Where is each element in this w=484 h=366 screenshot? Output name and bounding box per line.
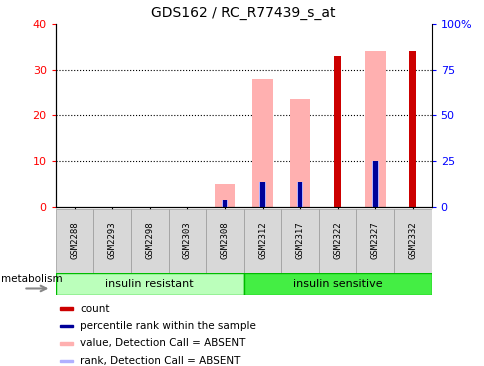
Bar xyxy=(60,342,73,345)
Text: rank, Detection Call = ABSENT: rank, Detection Call = ABSENT xyxy=(80,356,240,366)
Bar xyxy=(56,209,93,273)
Text: GSM2317: GSM2317 xyxy=(295,222,304,259)
Bar xyxy=(60,307,73,310)
Bar xyxy=(393,209,431,273)
Bar xyxy=(214,184,235,207)
Title: GDS162 / RC_R77439_s_at: GDS162 / RC_R77439_s_at xyxy=(151,6,335,20)
Bar xyxy=(206,209,243,273)
Bar xyxy=(281,209,318,273)
Bar xyxy=(297,182,302,207)
Text: GSM2308: GSM2308 xyxy=(220,222,229,259)
Bar xyxy=(356,209,393,273)
Bar xyxy=(372,161,377,207)
Bar xyxy=(60,325,73,327)
Text: GSM2312: GSM2312 xyxy=(257,222,267,259)
Bar xyxy=(222,200,227,207)
Bar xyxy=(408,51,415,207)
Text: metabolism: metabolism xyxy=(1,274,62,284)
Bar xyxy=(296,182,303,207)
Text: insulin sensitive: insulin sensitive xyxy=(292,279,382,289)
Bar xyxy=(364,51,385,207)
Text: percentile rank within the sample: percentile rank within the sample xyxy=(80,321,256,331)
Text: GSM2288: GSM2288 xyxy=(70,222,79,259)
Text: GSM2332: GSM2332 xyxy=(408,222,417,259)
Bar xyxy=(333,56,340,207)
Bar xyxy=(371,161,378,207)
Text: GSM2293: GSM2293 xyxy=(107,222,117,259)
Bar xyxy=(335,161,339,207)
Text: value, Detection Call = ABSENT: value, Detection Call = ABSENT xyxy=(80,339,245,348)
Bar xyxy=(168,209,206,273)
Bar xyxy=(243,273,431,295)
Bar xyxy=(56,273,243,295)
Bar xyxy=(289,99,310,207)
Bar xyxy=(258,182,265,207)
Bar xyxy=(260,182,264,207)
Bar xyxy=(252,79,272,207)
Bar xyxy=(318,209,356,273)
Text: GSM2298: GSM2298 xyxy=(145,222,154,259)
Bar xyxy=(243,209,281,273)
Bar xyxy=(410,161,414,207)
Bar xyxy=(93,209,131,273)
Text: GSM2327: GSM2327 xyxy=(370,222,379,259)
Text: GSM2322: GSM2322 xyxy=(333,222,342,259)
Text: insulin resistant: insulin resistant xyxy=(105,279,194,289)
Bar xyxy=(131,209,168,273)
Bar xyxy=(60,359,73,362)
Bar xyxy=(221,200,228,207)
Text: GSM2303: GSM2303 xyxy=(182,222,192,259)
Text: count: count xyxy=(80,304,109,314)
